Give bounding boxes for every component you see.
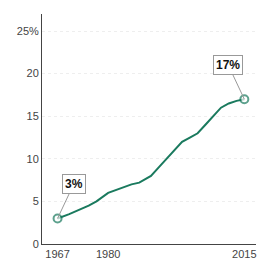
svg-text:25%: 25% — [17, 25, 39, 37]
svg-text:15: 15 — [27, 110, 39, 122]
svg-text:1967: 1967 — [45, 248, 69, 260]
svg-text:0: 0 — [33, 238, 39, 250]
svg-text:2015: 2015 — [232, 248, 256, 260]
svg-text:3%: 3% — [65, 177, 83, 191]
svg-text:5: 5 — [33, 195, 39, 207]
svg-text:17%: 17% — [216, 58, 240, 72]
svg-text:10: 10 — [27, 153, 39, 165]
svg-text:20: 20 — [27, 67, 39, 79]
svg-text:1980: 1980 — [96, 248, 120, 260]
